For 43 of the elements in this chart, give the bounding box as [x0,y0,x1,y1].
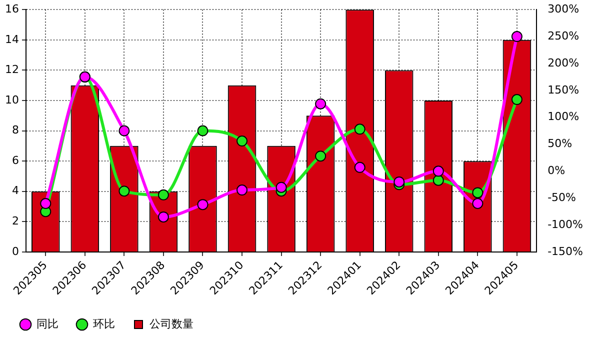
legend-label: 环比 [93,317,115,330]
y-tick-label: 14 [4,32,19,46]
point [472,187,484,198]
y2-tick-label: -50% [548,190,576,204]
y2-tick-label: 250% [548,29,580,42]
point [315,150,326,162]
y2-tick-label: 0% [548,164,566,178]
point [354,162,366,173]
point [432,166,444,177]
point [236,184,248,196]
point [315,98,326,110]
point [511,94,522,106]
y-tick-label: 12 [4,63,19,76]
y2-tick-label: -150% [548,244,584,258]
point [118,186,130,197]
legend-label: 公司数量 [150,317,194,330]
y2-tick-label: 50% [548,137,572,150]
point [354,124,366,135]
point [236,136,248,147]
y2-tick-label: 100% [548,110,580,124]
point [197,199,208,210]
y2-tick-label: 200% [548,56,580,70]
point [158,211,169,222]
point [432,174,444,186]
point [118,125,130,136]
point [40,198,52,209]
y2-tick-label: 150% [548,83,580,96]
y-tick-label: 8 [12,124,19,137]
point [276,182,287,193]
point [511,31,522,42]
y-tick-label: 10 [4,93,19,106]
y-tick-label: 2 [12,214,19,228]
point [472,198,484,209]
y-tick-label: 0 [12,244,19,258]
legend-label: 同比 [36,317,58,330]
y-tick-label: 16 [4,2,19,16]
point [158,189,169,200]
y2-tick-label: -100% [548,218,584,231]
y-tick-label: 4 [12,184,19,198]
point [394,176,405,188]
point [197,125,208,136]
y2-tick-label: 300% [548,2,580,16]
y-tick-label: 6 [12,154,19,167]
